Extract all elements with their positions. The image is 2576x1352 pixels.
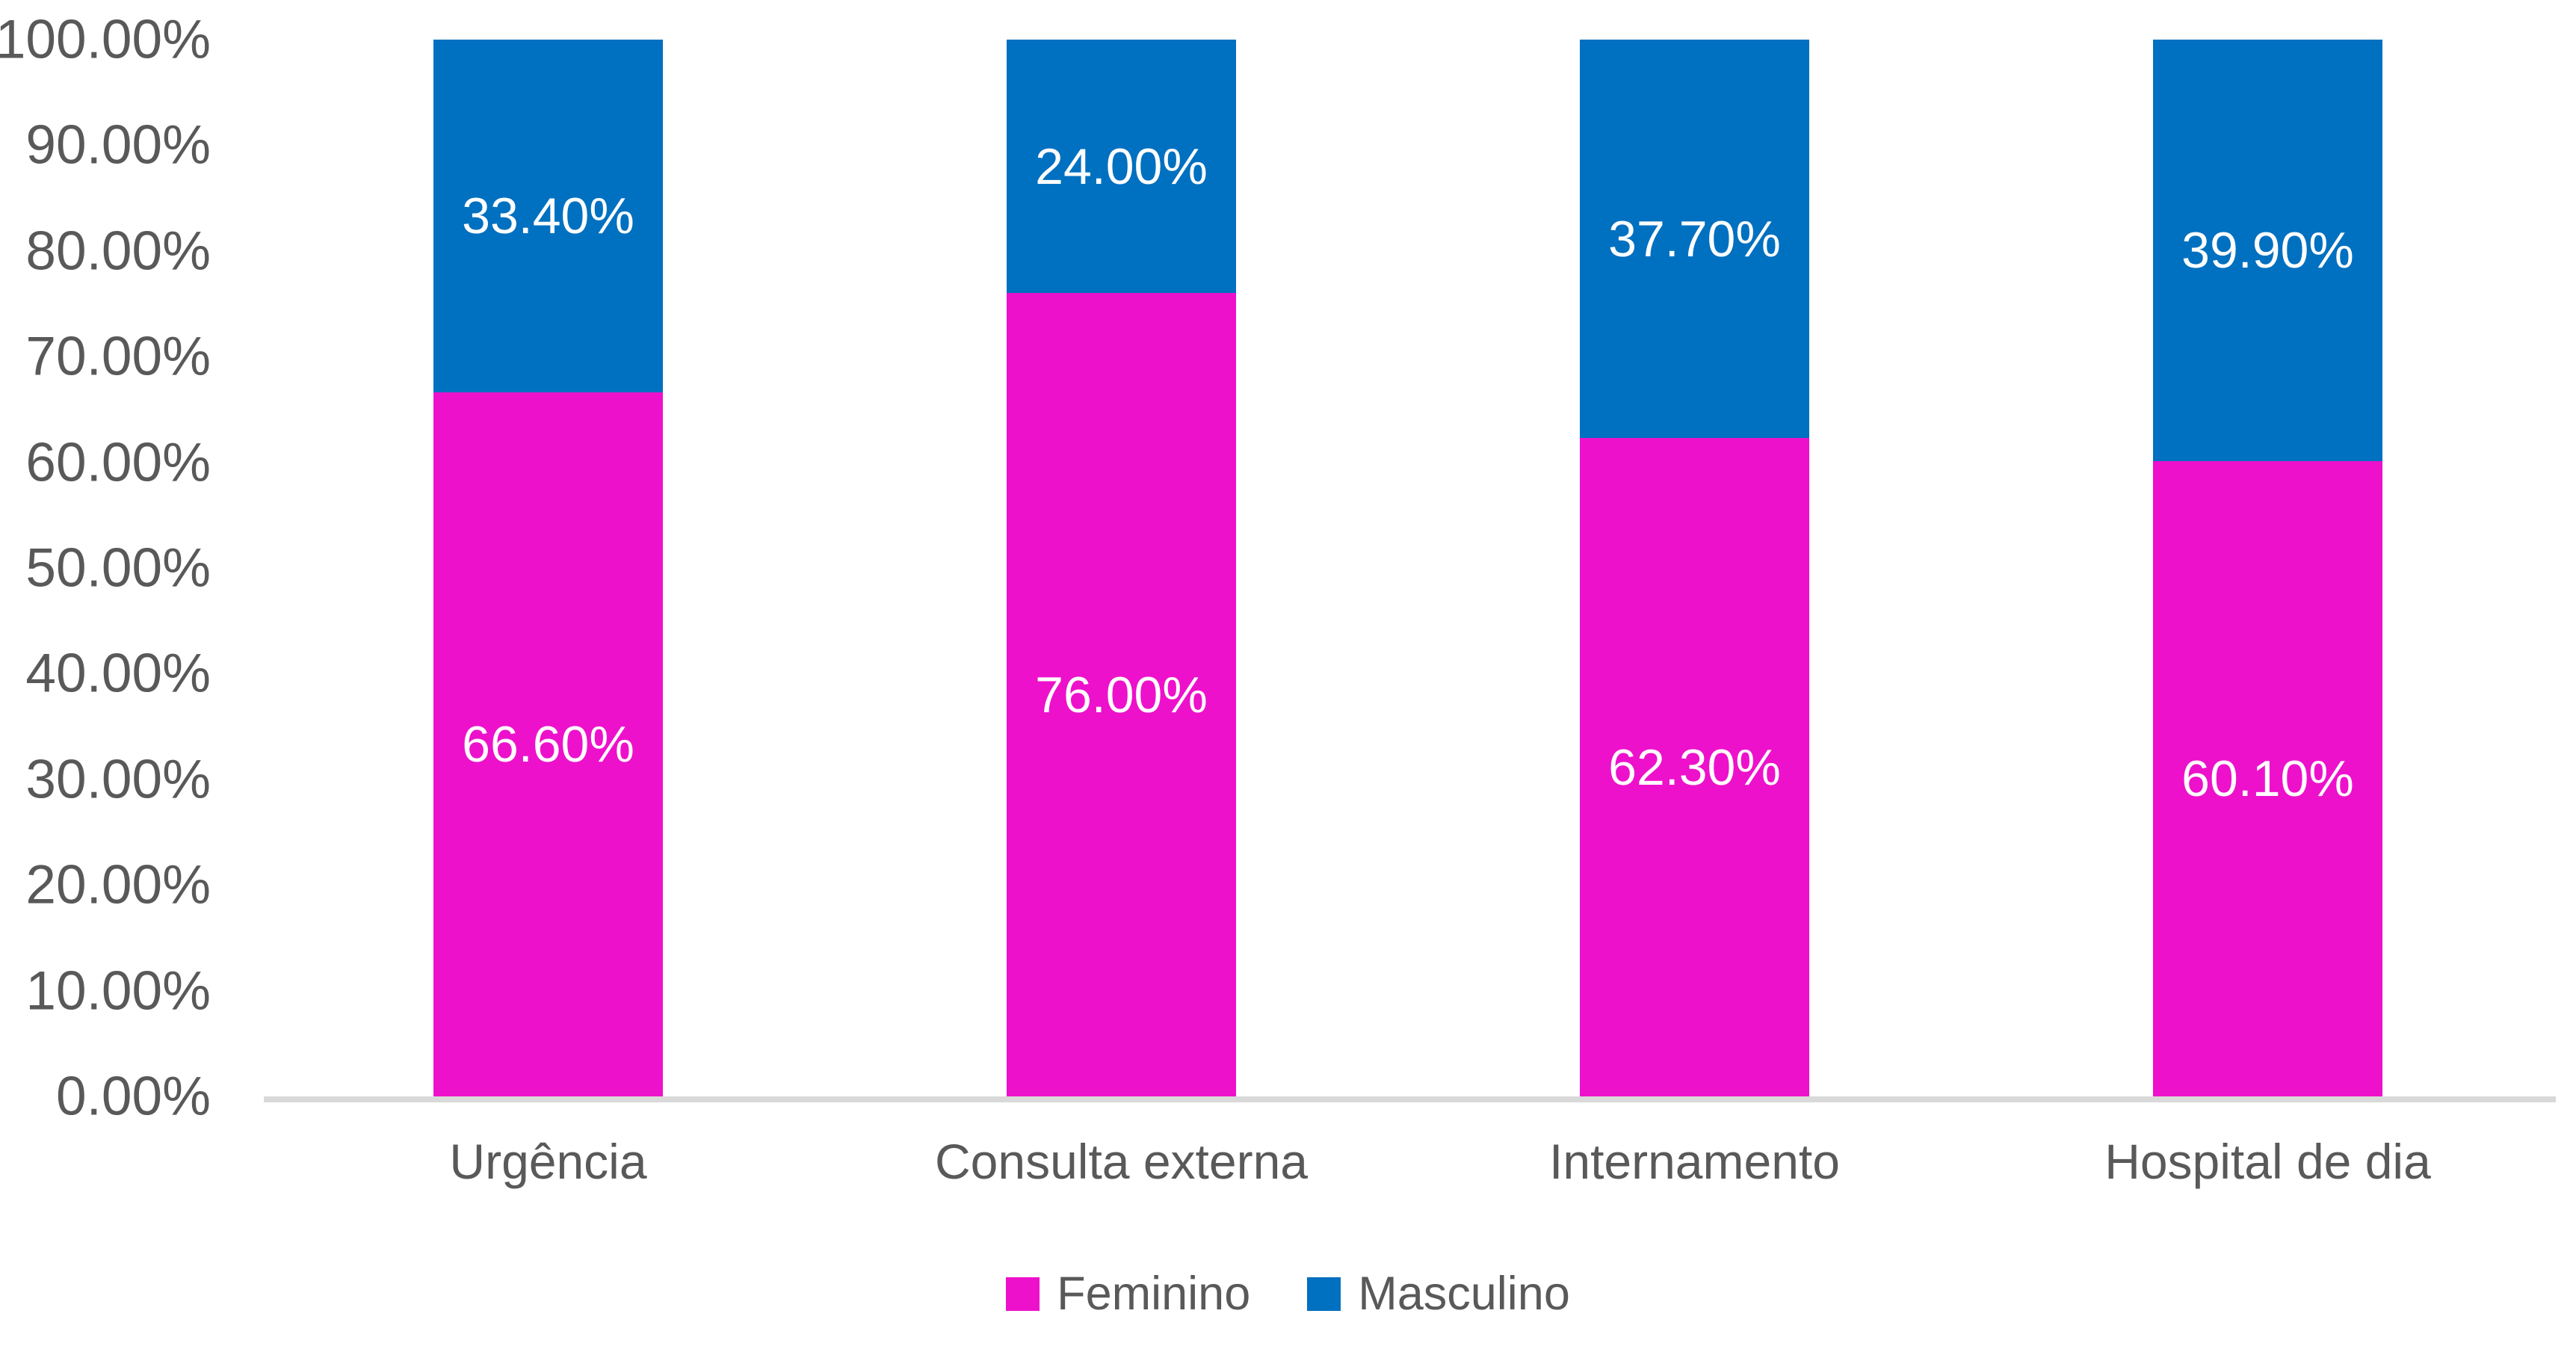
bar-column: 39.90% 60.10%	[1981, 40, 2554, 1096]
legend-item-feminino: Feminino	[1006, 1271, 1250, 1318]
x-axis-line	[264, 1096, 2556, 1102]
stacked-bar: 39.90% 60.10%	[2153, 40, 2382, 1096]
y-axis-tick-label: 90.00%	[25, 114, 211, 176]
bar-segment-masculino: 24.00%	[1007, 40, 1236, 294]
y-axis: 0.00% 10.00% 20.00% 30.00% 40.00% 50.00% 60.00…	[0, 0, 211, 1352]
x-axis-category-labels: Urgência Consulta externa Internamento Hosp…	[262, 1130, 2554, 1193]
plot-area: 33.40% 66.60% 24.00% 76.00% 37.70% 62.30% 39.9…	[262, 40, 2554, 1096]
legend-swatch-feminino	[1006, 1277, 1040, 1311]
category-label: Urgência	[449, 1134, 647, 1189]
data-label: 76.00%	[1035, 666, 1208, 723]
legend-item-masculino: Masculino	[1307, 1271, 1570, 1318]
bar-column: 37.70% 62.30%	[1408, 40, 1981, 1096]
bar-segment-masculino: 33.40%	[433, 40, 663, 393]
data-label: 37.70%	[1608, 210, 1781, 268]
y-axis-tick-label: 20.00%	[25, 854, 211, 916]
data-label: 33.40%	[462, 188, 634, 245]
legend-swatch-masculino	[1307, 1277, 1341, 1311]
bar-segment-feminino: 62.30%	[1580, 438, 1809, 1096]
bar-segment-feminino: 76.00%	[1007, 293, 1236, 1096]
legend-label: Masculino	[1358, 1268, 1570, 1320]
y-axis-tick-label: 50.00%	[25, 537, 211, 599]
y-axis-tick-label: 40.00%	[25, 643, 211, 704]
legend-label: Feminino	[1057, 1268, 1251, 1320]
bar-segment-masculino: 37.70%	[1580, 40, 1809, 439]
y-axis-tick-label: 100.00%	[0, 9, 211, 70]
stacked-bar: 24.00% 76.00%	[1007, 40, 1236, 1096]
stacked-bar: 33.40% 66.60%	[433, 40, 663, 1096]
y-axis-tick-label: 80.00%	[25, 220, 211, 282]
category-label: Internamento	[1549, 1134, 1840, 1189]
y-axis-tick-label: 70.00%	[25, 326, 211, 387]
bar-segment-masculino: 39.90%	[2153, 40, 2382, 462]
data-label: 66.60%	[462, 716, 634, 774]
category-label: Hospital de dia	[2104, 1134, 2431, 1189]
bar-segment-feminino: 60.10%	[2153, 461, 2382, 1096]
y-axis-tick-label: 30.00%	[25, 749, 211, 810]
y-axis-tick-label: 0.00%	[56, 1066, 211, 1127]
stacked-bar: 37.70% 62.30%	[1580, 40, 1809, 1096]
y-axis-tick-label: 10.00%	[25, 960, 211, 1022]
y-axis-tick-label: 60.00%	[25, 432, 211, 493]
bar-column: 24.00% 76.00%	[835, 40, 1408, 1096]
category-label: Consulta externa	[935, 1134, 1308, 1189]
bar-column: 33.40% 66.60%	[262, 40, 835, 1096]
data-label: 24.00%	[1035, 138, 1208, 195]
data-label: 60.10%	[2181, 750, 2354, 808]
data-label: 62.30%	[1608, 738, 1781, 796]
data-label: 39.90%	[2181, 222, 2354, 280]
bar-segment-feminino: 66.60%	[433, 392, 663, 1096]
legend: Feminino Masculino	[0, 1271, 2576, 1318]
